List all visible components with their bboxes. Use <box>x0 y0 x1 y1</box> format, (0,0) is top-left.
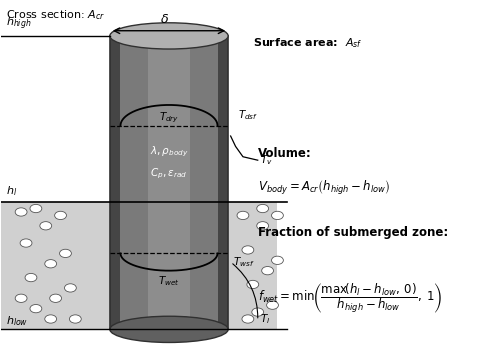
Bar <box>148 36 190 329</box>
Text: $T_{dsf}$: $T_{dsf}$ <box>238 109 258 122</box>
Circle shape <box>45 315 56 323</box>
Circle shape <box>54 211 66 220</box>
Text: Volume:: Volume: <box>258 147 312 160</box>
Bar <box>110 36 120 329</box>
Text: $\delta$: $\delta$ <box>160 13 168 25</box>
Text: $V_{body} = A_{cr}\left(h_{high} - h_{low}\right)$: $V_{body} = A_{cr}\left(h_{high} - h_{lo… <box>258 179 390 197</box>
Circle shape <box>25 274 37 282</box>
Bar <box>110 36 228 329</box>
Circle shape <box>30 304 42 313</box>
Text: $T_{wsf}$: $T_{wsf}$ <box>233 255 254 269</box>
Text: Surface area:  $A_{sf}$: Surface area: $A_{sf}$ <box>253 36 362 50</box>
Text: $f_{wet} = \min\!\left(\dfrac{\max\!\left(h_l - h_{low},\, 0\right)}{h_{high} - : $f_{wet} = \min\!\left(\dfrac{\max\!\lef… <box>258 282 442 315</box>
Circle shape <box>237 211 249 220</box>
Circle shape <box>70 315 82 323</box>
Text: $T_{dry}$: $T_{dry}$ <box>159 110 179 125</box>
Text: Fraction of submerged zone:: Fraction of submerged zone: <box>258 226 448 239</box>
Text: $h_l$: $h_l$ <box>6 184 18 198</box>
Text: $C_p, \varepsilon_{rad}$: $C_p, \varepsilon_{rad}$ <box>150 167 188 181</box>
Circle shape <box>252 308 264 316</box>
Circle shape <box>20 239 32 247</box>
Ellipse shape <box>110 23 228 49</box>
Circle shape <box>64 284 76 292</box>
Circle shape <box>15 208 27 216</box>
Circle shape <box>247 280 258 288</box>
Bar <box>2 201 278 329</box>
Circle shape <box>272 211 283 220</box>
Text: $h_{high}$: $h_{high}$ <box>6 16 32 32</box>
Text: $T_l$: $T_l$ <box>260 312 270 326</box>
Circle shape <box>40 222 52 230</box>
Circle shape <box>256 204 268 213</box>
Text: Cross section: $A_{cr}$: Cross section: $A_{cr}$ <box>6 8 105 22</box>
Circle shape <box>45 260 56 268</box>
Text: $h_{low}$: $h_{low}$ <box>6 314 29 327</box>
Circle shape <box>272 256 283 264</box>
Text: $\lambda, \rho_{body}$: $\lambda, \rho_{body}$ <box>150 144 188 159</box>
Ellipse shape <box>110 316 228 342</box>
Circle shape <box>242 315 254 323</box>
Circle shape <box>30 204 42 213</box>
Circle shape <box>50 294 62 302</box>
Circle shape <box>262 267 274 275</box>
Circle shape <box>15 294 27 302</box>
Bar <box>218 36 228 329</box>
Circle shape <box>256 222 268 230</box>
Circle shape <box>60 249 72 258</box>
Circle shape <box>242 246 254 254</box>
Text: $T_v$: $T_v$ <box>260 153 273 167</box>
Text: $T_{wet}$: $T_{wet}$ <box>158 274 180 288</box>
Circle shape <box>266 301 278 309</box>
